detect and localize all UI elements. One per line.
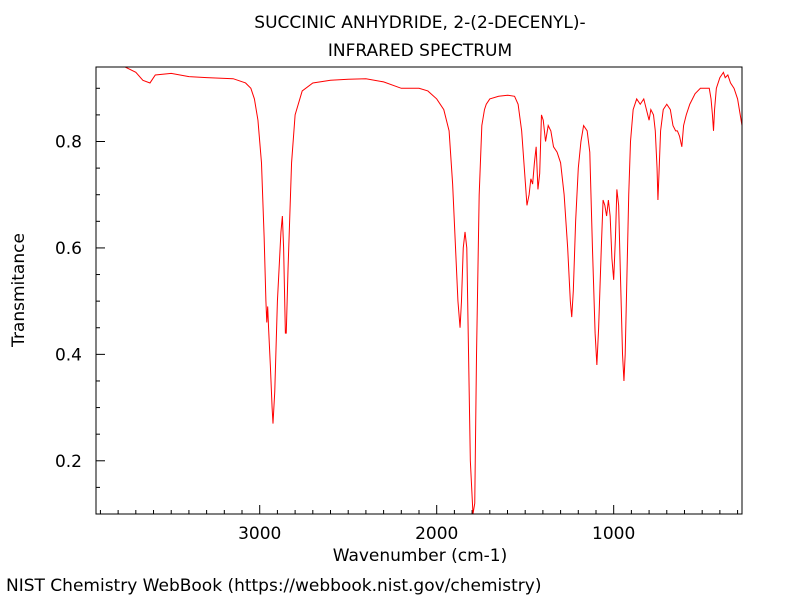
chart-subtitle: INFRARED SPECTRUM <box>328 41 512 61</box>
axis-ticks <box>96 87 739 515</box>
x-tick-label: 2000 <box>415 524 458 544</box>
y-tick-label: 0.2 <box>55 452 82 472</box>
y-axis-label: Transmitance <box>9 233 29 348</box>
x-tick-label: 3000 <box>238 524 281 544</box>
y-tick-label: 0.8 <box>55 133 82 153</box>
x-tick-label: 1000 <box>592 524 635 544</box>
spectrum-line <box>96 66 743 515</box>
chart-title: SUCCINIC ANHYDRIDE, 2-(2-DECENYL)- <box>254 13 585 33</box>
y-tick-label: 0.4 <box>55 345 82 365</box>
axis-tick-labels: 3000 2000 1000 0.2 0.4 0.6 0.8 <box>55 133 635 545</box>
source-footer: NIST Chemistry WebBook (https://webbook.… <box>6 576 542 596</box>
plot-frame <box>95 66 743 515</box>
x-axis-label: Wavenumber (cm-1) <box>333 546 508 566</box>
y-tick-label: 0.6 <box>55 239 82 259</box>
